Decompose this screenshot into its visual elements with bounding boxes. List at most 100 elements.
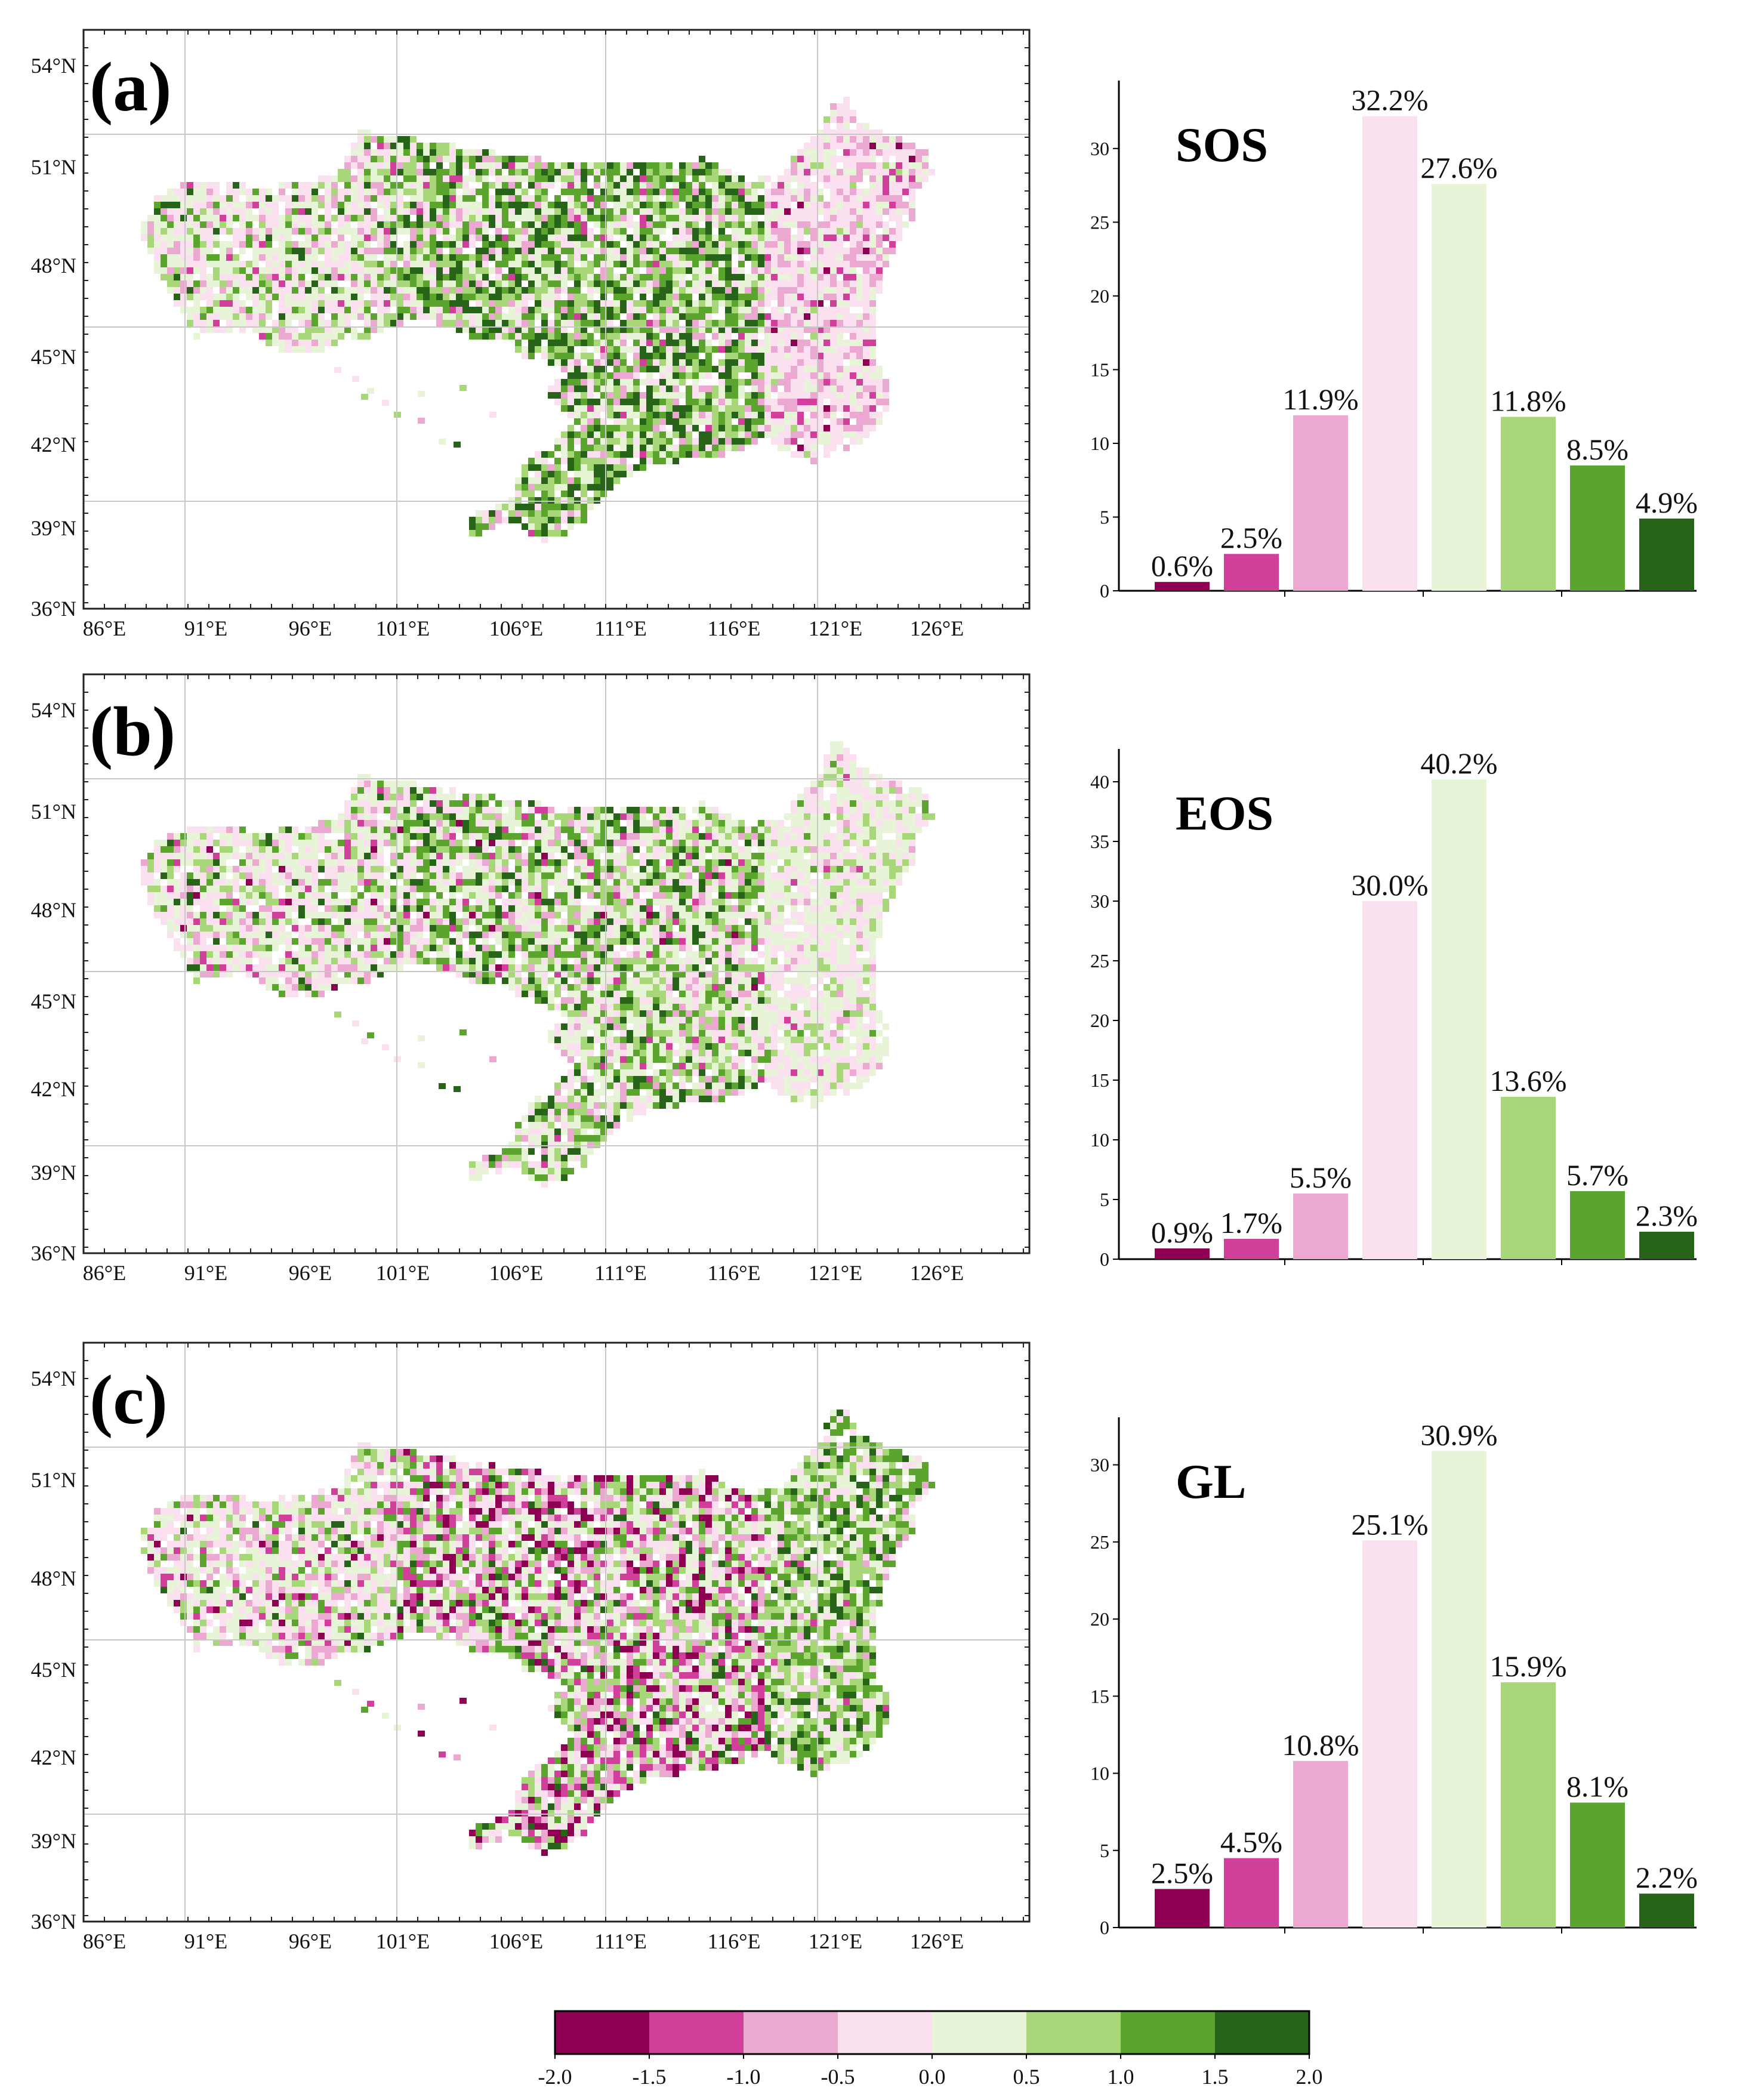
map-pixel bbox=[679, 274, 686, 280]
map-pixel bbox=[410, 202, 417, 208]
map-pixel bbox=[371, 827, 377, 833]
map-pixel bbox=[180, 221, 187, 228]
map-pixel bbox=[489, 182, 495, 189]
map-pixel bbox=[830, 754, 837, 761]
map-pixel bbox=[338, 827, 344, 833]
map-pixel bbox=[180, 261, 187, 267]
map-pixel bbox=[259, 300, 266, 307]
map-pixel bbox=[567, 497, 574, 504]
map-pixel bbox=[456, 156, 462, 162]
map-pixel bbox=[495, 156, 502, 162]
map-pixel bbox=[620, 235, 627, 241]
map-pixel bbox=[279, 827, 285, 833]
map-pixel bbox=[817, 346, 823, 353]
map-pixel bbox=[627, 425, 633, 431]
map-pixel bbox=[482, 280, 489, 287]
map-pixel bbox=[508, 517, 515, 523]
map-pixel bbox=[581, 313, 587, 320]
map-pixel bbox=[771, 833, 778, 840]
map-pixel bbox=[673, 208, 679, 215]
map-pixel bbox=[567, 254, 574, 261]
map-pixel bbox=[771, 379, 778, 386]
map-pixel bbox=[804, 379, 810, 386]
map-pixel bbox=[200, 326, 206, 333]
map-pixel bbox=[344, 326, 351, 333]
map-pixel bbox=[462, 313, 469, 320]
map-pixel bbox=[784, 405, 791, 412]
map-pixel bbox=[613, 182, 620, 189]
map-pixel bbox=[397, 248, 403, 254]
map-pixel bbox=[554, 517, 561, 523]
map-pixel bbox=[344, 287, 351, 294]
map-pixel bbox=[305, 840, 311, 846]
map-pixel bbox=[666, 458, 673, 464]
map-pixel bbox=[915, 787, 922, 794]
map-pixel bbox=[725, 254, 732, 261]
map-pixel bbox=[528, 156, 535, 162]
map-pixel bbox=[732, 274, 738, 280]
map-pixel bbox=[640, 425, 646, 431]
map-pixel bbox=[666, 208, 673, 215]
map-pixel bbox=[620, 386, 627, 392]
map-pixel bbox=[482, 794, 489, 800]
map-pixel bbox=[771, 294, 778, 300]
map-pixel bbox=[607, 840, 613, 846]
map-pixel bbox=[561, 366, 567, 372]
map-pixel bbox=[640, 379, 646, 386]
map-pixel bbox=[384, 827, 390, 833]
map-pixel bbox=[633, 261, 640, 267]
map-pixel bbox=[187, 840, 193, 846]
map-pixel bbox=[410, 833, 417, 840]
map-pixel bbox=[810, 438, 817, 445]
map-pixel bbox=[778, 261, 784, 267]
map-pixel bbox=[633, 833, 640, 840]
map-pixel bbox=[508, 307, 515, 313]
map-pixel bbox=[174, 189, 180, 195]
map-pixel bbox=[804, 202, 810, 208]
map-pixel bbox=[252, 840, 259, 846]
map-pixel bbox=[338, 189, 344, 195]
map-pixel bbox=[673, 399, 679, 405]
map-pixel bbox=[377, 280, 384, 287]
map-pixel bbox=[692, 346, 699, 353]
map-pixel bbox=[620, 215, 627, 221]
map-pixel bbox=[633, 840, 640, 846]
map-pixel bbox=[410, 254, 417, 261]
map-pixel bbox=[417, 156, 423, 162]
map-pixel bbox=[377, 300, 384, 307]
map-pixel bbox=[482, 248, 489, 254]
map-pixel bbox=[206, 300, 213, 307]
map-pixel bbox=[489, 248, 495, 254]
map-pixel bbox=[430, 267, 436, 274]
map-pixel bbox=[292, 254, 298, 261]
map-pixel bbox=[791, 813, 797, 820]
map-pixel bbox=[659, 386, 666, 392]
map-pixel bbox=[823, 833, 830, 840]
map-pixel bbox=[686, 353, 692, 359]
map-pixel bbox=[837, 261, 843, 267]
map-pixel bbox=[403, 221, 410, 228]
map-pixel bbox=[804, 353, 810, 359]
lat-label: 42°N bbox=[31, 433, 76, 457]
map-pixel bbox=[587, 438, 594, 445]
map-pixel bbox=[318, 175, 325, 182]
map-pixel bbox=[226, 827, 233, 833]
map-pixel bbox=[778, 405, 784, 412]
map-pixel bbox=[640, 366, 646, 372]
map-pixel bbox=[285, 340, 292, 346]
map-pixel bbox=[233, 208, 239, 215]
map-pixel bbox=[830, 761, 837, 767]
map-pixel bbox=[771, 820, 778, 827]
map-pixel bbox=[673, 412, 679, 418]
map-pixel bbox=[830, 320, 837, 326]
map-pixel bbox=[331, 333, 338, 340]
map-pixel bbox=[620, 833, 627, 840]
map-pixel bbox=[357, 294, 364, 300]
map-pixel bbox=[738, 313, 745, 320]
map-pixel bbox=[305, 300, 311, 307]
map-pixel bbox=[804, 307, 810, 313]
map-pixel bbox=[758, 294, 764, 300]
map-pixel bbox=[581, 504, 587, 510]
map-pixel bbox=[784, 346, 791, 353]
map-pixel bbox=[548, 484, 554, 491]
